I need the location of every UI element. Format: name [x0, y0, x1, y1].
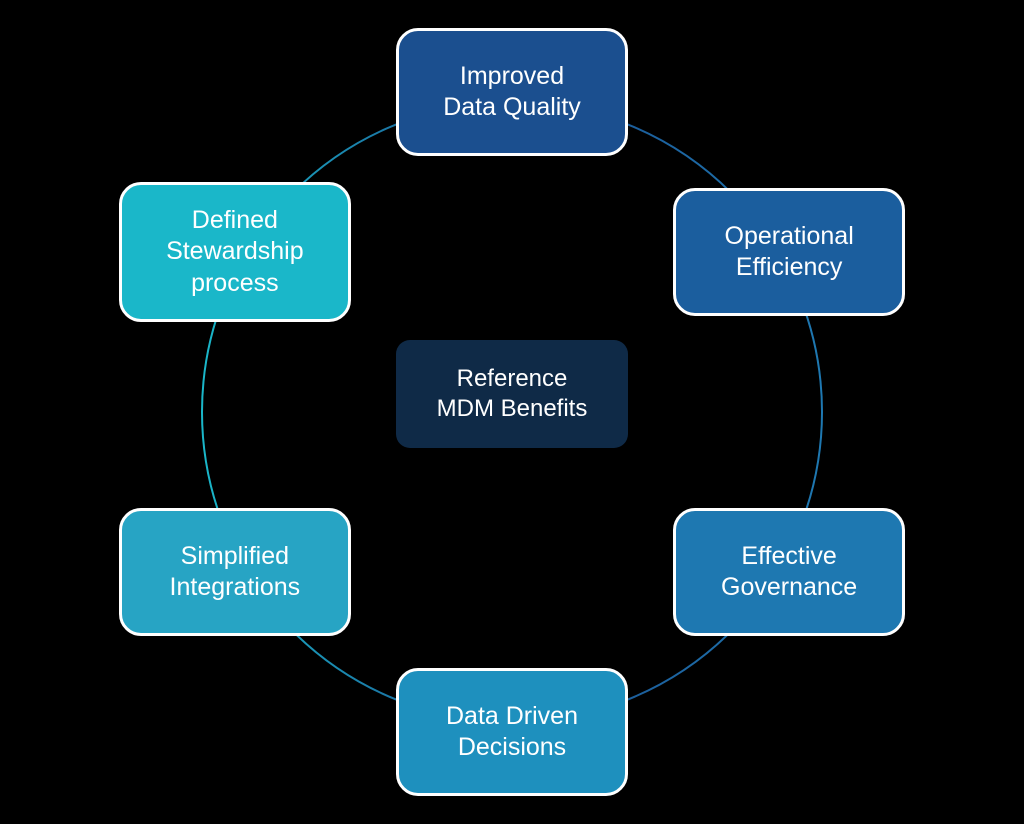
node-label: Data Driven Decisions — [446, 701, 578, 764]
node-simplified-integrations: Simplified Integrations — [119, 508, 351, 636]
node-effective-governance: Effective Governance — [673, 508, 905, 636]
node-label: Operational Efficiency — [725, 221, 854, 284]
node-improved-data-quality: Improved Data Quality — [396, 28, 628, 156]
node-defined-stewardship: Defined Stewardship process — [119, 182, 351, 322]
node-data-driven-decisions: Data Driven Decisions — [396, 668, 628, 796]
diagram-stage: Reference MDM Benefits Improved Data Qua… — [0, 0, 1024, 824]
node-label: Effective Governance — [721, 541, 857, 604]
center-label: Reference MDM Benefits — [437, 364, 588, 424]
node-operational-efficiency: Operational Efficiency — [673, 188, 905, 316]
node-label: Defined Stewardship process — [166, 205, 304, 299]
center-node: Reference MDM Benefits — [396, 340, 628, 448]
node-label: Simplified Integrations — [170, 541, 301, 604]
node-label: Improved Data Quality — [443, 61, 581, 124]
